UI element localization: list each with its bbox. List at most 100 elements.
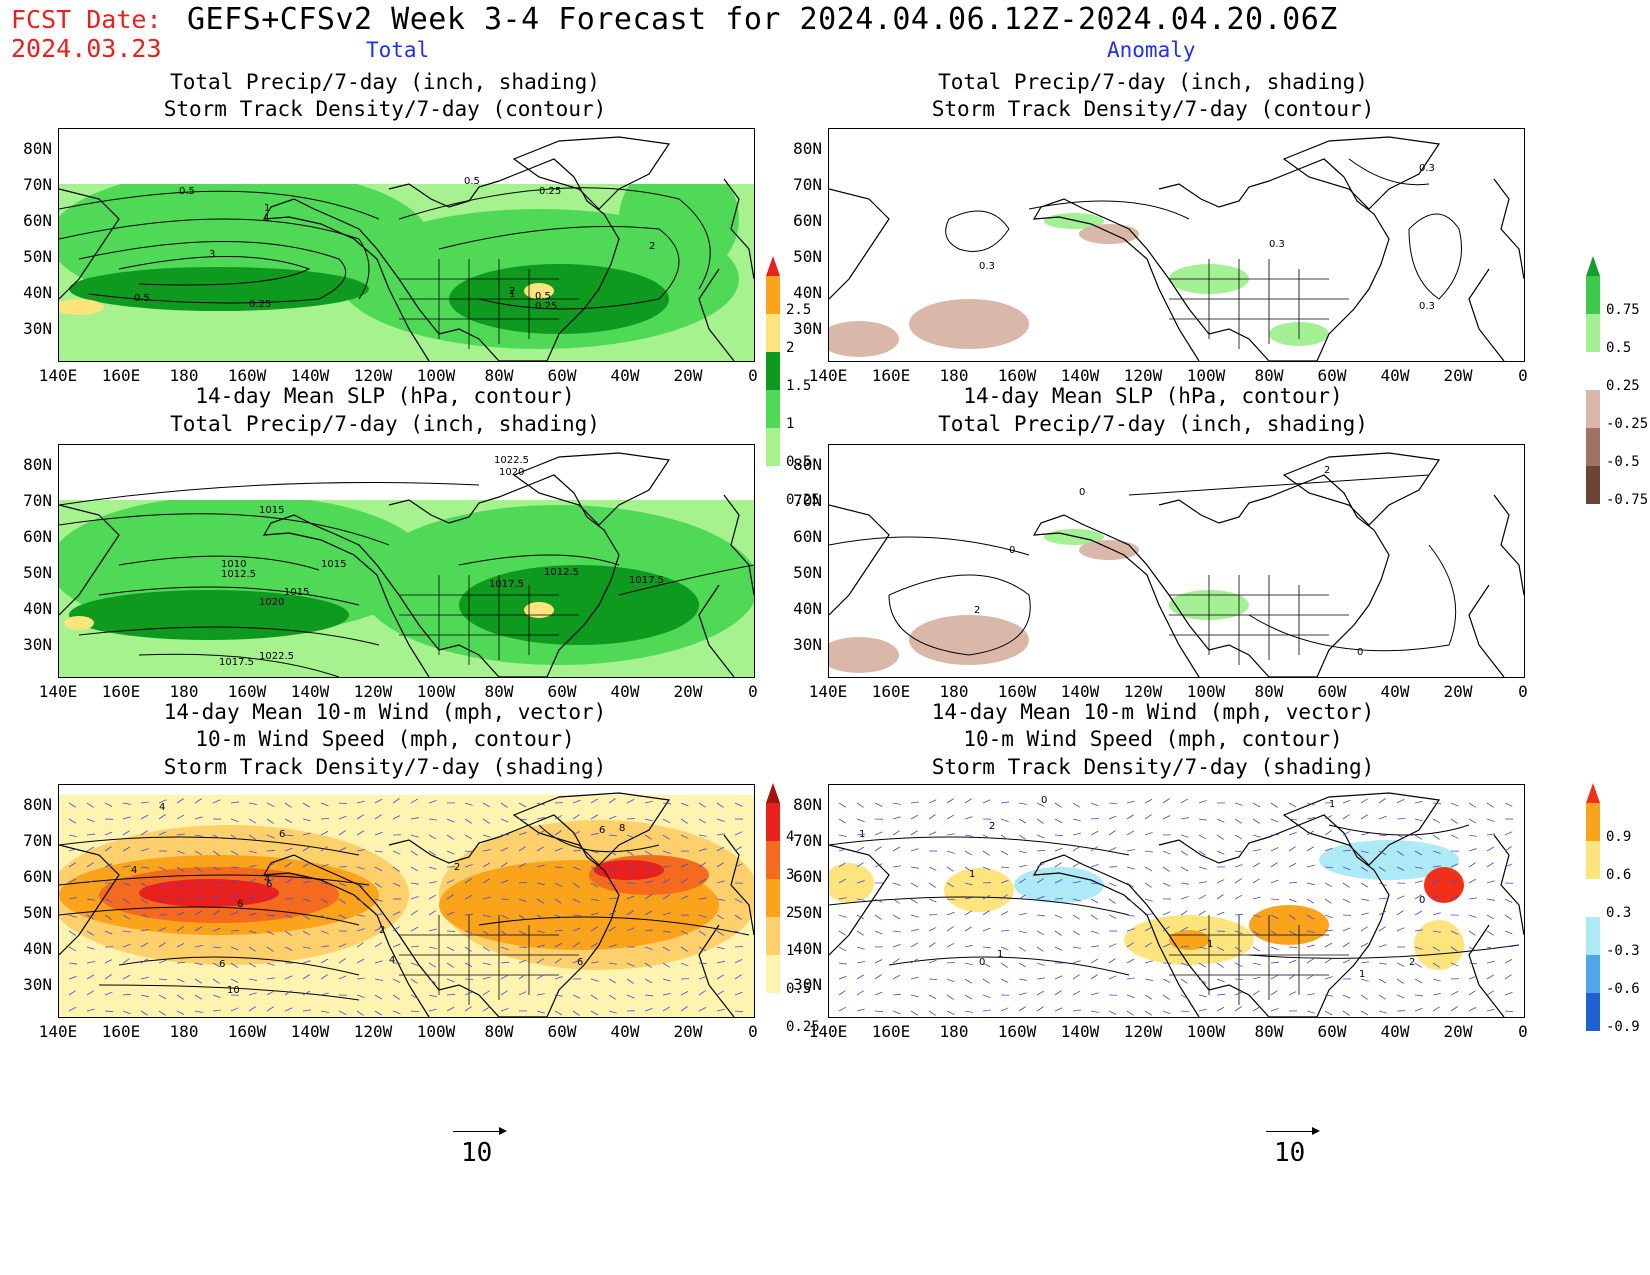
contour-label: 1022.5 [494,455,529,466]
wind-vector-arrow [1432,894,1440,900]
wind-vector-arrow [590,832,599,836]
wind-vector-arrow [1324,815,1333,820]
wind-vector-arrow [248,894,257,900]
wind-vector-arrow [734,974,742,980]
lat-label: 50N [23,903,52,922]
wind-vector-arrow [1000,946,1009,951]
wind-vector-arrow [536,882,545,886]
wind-vector-arrow [284,818,293,824]
lon-label: 0 [748,682,758,701]
contour-label: 2 [989,821,995,832]
wind-vector-arrow [140,976,149,980]
contour-label: 4 [389,955,395,966]
wind-vector-arrow [158,831,167,836]
wind-vector-arrow [1486,930,1494,936]
contour-label: 6 [599,825,605,836]
contour-label: 1 [1207,939,1213,950]
wind-vector-arrow [428,850,436,856]
colorbar-label: 0.25 [786,492,820,508]
wind-vector-arrow [910,958,918,964]
wind-vector-arrow [194,944,203,948]
wind-vector-arrow [1342,830,1351,836]
wind-vector-arrow [716,802,724,808]
wind-vector-arrow [644,818,653,822]
wind-vector-arrow [428,866,437,870]
wind-vector-arrow [464,930,473,935]
wind-vector-arrow [284,990,292,996]
wind-vector-arrow [446,911,455,916]
wind-vector-arrow [1378,962,1387,965]
wind-vector-arrow [1432,962,1440,968]
wind-vector-arrow [982,927,991,932]
wind-vector-arrow [1432,878,1441,884]
wind-vector-arrow [68,976,77,980]
wind-vector-arrow [554,976,563,980]
colorbar-segment [766,390,780,428]
wind-vector-arrow [910,866,919,869]
precip-shade-1-5 [59,299,104,315]
colorbar-segment [1586,993,1600,1031]
lon-label: 180 [169,366,199,385]
wind-vector-arrow [946,850,955,854]
wind-vector-arrow [500,862,508,868]
lat-label: 60N [793,867,822,886]
lat-label: 60N [793,527,822,546]
lon-label: 40W [610,682,640,701]
wind-vector-arrow [590,866,598,872]
wind-vector-arrow [982,1009,991,1012]
wind-vector-arrow [698,897,707,900]
colorbar-segment [1586,841,1600,879]
wind-vector-arrow [266,990,275,996]
wind-vector-arrow [518,991,527,996]
wind-vector-arrow [662,850,671,854]
wind-vector-arrow [946,911,955,916]
wind-vector-arrow [536,944,545,948]
lon-label: 120W [1123,366,1163,385]
wind-vector-arrow [1486,946,1495,950]
wind-vector-arrow [1270,847,1279,852]
wind-vector-arrow [482,834,491,838]
contour-line [1408,213,1462,300]
contour-label: 1 [1329,799,1335,810]
wind-vector-arrow [1180,798,1189,804]
colorbar-precip-total [766,256,780,504]
wind-vector-arrow [1414,946,1423,950]
wind-vector-arrow [86,833,95,836]
wind-vector-arrow [1414,929,1423,932]
state-boundaries [1169,915,1349,1005]
wind-vector-arrow [1072,898,1081,902]
wind-vector-arrow [104,991,113,996]
wind-vector-arrow [1162,926,1170,932]
wind-vector-arrow [1216,946,1225,951]
wind-vector-arrow [212,799,221,804]
wind-vector-arrow [856,1008,865,1012]
wind-vector-arrow [212,910,220,916]
wind-vector-arrow [176,994,184,1000]
wind-vector-arrow [874,991,883,996]
lon-label: 20W [1443,366,1473,385]
wind-vector-arrow [1468,878,1477,884]
wind-vector-arrow [1288,991,1297,996]
contour-label: 0.5 [134,293,150,304]
wind-vector-arrow [608,944,617,948]
state-boundaries [399,915,579,1005]
colorbar-label: 0.5 [1606,340,1632,356]
wind-vector-arrow [662,1006,671,1012]
contour-line [59,482,480,506]
wind-vector-arrow [1306,944,1315,948]
wind-vector-arrow [1108,943,1117,948]
wind-vector-arrow [946,978,955,983]
colorbar-label: -0.6 [1606,981,1640,997]
wind-vector-arrow [68,818,77,824]
panel-4-title-line1: 14-day Mean SLP (hPa, contour) [963,384,1343,408]
lon-label: 60W [1317,682,1347,701]
wind-vector-arrow [536,817,545,820]
wind-vector-arrow [1504,802,1513,807]
wind-vector-arrow [104,846,112,852]
wind-vector-arrow [1198,1008,1207,1012]
wind-vector-arrow [1072,802,1080,808]
panel-4-title-line2: Total Precip/7-day (inch, shading) [938,412,1368,436]
wind-vector-arrow [500,974,509,980]
wind-vector-arrow [1396,895,1405,900]
wind-vector-arrow [1216,818,1225,823]
